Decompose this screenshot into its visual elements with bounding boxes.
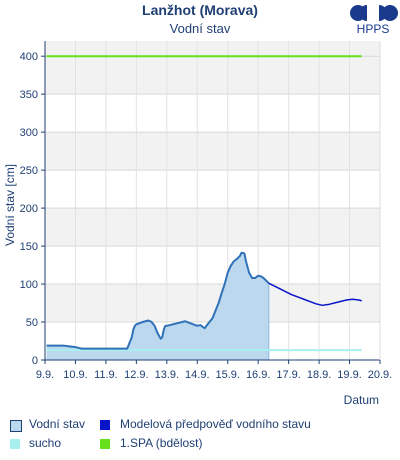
x-tick-label: 14.9.: [185, 369, 209, 381]
x-tick-label: 15.9.: [215, 369, 239, 381]
grid-band: [45, 41, 380, 57]
grid-band: [45, 132, 380, 171]
x-tick-label: 9.9.: [36, 369, 54, 381]
hpps-logo-icon: [350, 5, 398, 21]
legend-label: Vodní stav: [29, 417, 86, 431]
series-vodni-stav-line: [46, 251, 270, 350]
x-tick-label: 18.9.: [307, 369, 331, 381]
legend-label: Modelová předpověď vodního stavu: [120, 417, 311, 431]
grid-band: [45, 56, 380, 95]
x-tick-label: 17.9.: [276, 369, 300, 381]
x-tick-label: 19.9.: [337, 369, 361, 381]
series-vodni-stav-area: [46, 252, 269, 360]
series-layer: [46, 55, 362, 360]
y-tick-label: 400: [20, 51, 38, 63]
legend-swatch-spa: [100, 439, 110, 449]
x-tick-label: 20.9.: [368, 369, 392, 381]
legend-swatch-forecast: [100, 420, 110, 430]
y-tick-label: 250: [20, 165, 38, 177]
legend-swatch-vodni-stav: [10, 420, 22, 432]
y-tick-label: 300: [20, 127, 38, 139]
legend-swatch-sucho: [10, 439, 20, 449]
hpps-logo-text: HPPS: [356, 22, 390, 36]
x-tick-label: 13.9.: [155, 369, 179, 381]
x-tick-label: 10.9.: [63, 369, 87, 381]
y-tick-label: 200: [20, 203, 38, 215]
grid-bands: [45, 41, 380, 323]
chart-subtitle: Vodní stav: [169, 21, 231, 36]
y-axis-label: Vodní stav [cm]: [3, 164, 17, 246]
y-tick-label: 100: [20, 279, 38, 291]
tick-labels: 0 50 100 150 200 250 300 350 400 9.9. 10.9. 11.9. 12…: [20, 51, 393, 381]
x-axis-label: Datum: [344, 393, 379, 407]
y-tick-label: 50: [26, 317, 38, 329]
y-tick-label: 0: [32, 355, 38, 367]
hpps-logo: HPPS: [346, 4, 400, 40]
chart-title: Lanžhot (Morava): [142, 2, 258, 18]
x-tick-label: 16.9.: [246, 369, 270, 381]
y-tick-label: 150: [20, 241, 38, 253]
x-tick-label: 12.9.: [124, 369, 148, 381]
x-tick-label: 11.9.: [94, 369, 118, 381]
series-forecast-line: [268, 282, 362, 307]
grid-band: [45, 208, 380, 247]
legend-label: sucho: [29, 436, 62, 450]
y-tick-label: 350: [20, 89, 38, 101]
legend-label: 1.SPA (bdělost): [120, 436, 203, 450]
